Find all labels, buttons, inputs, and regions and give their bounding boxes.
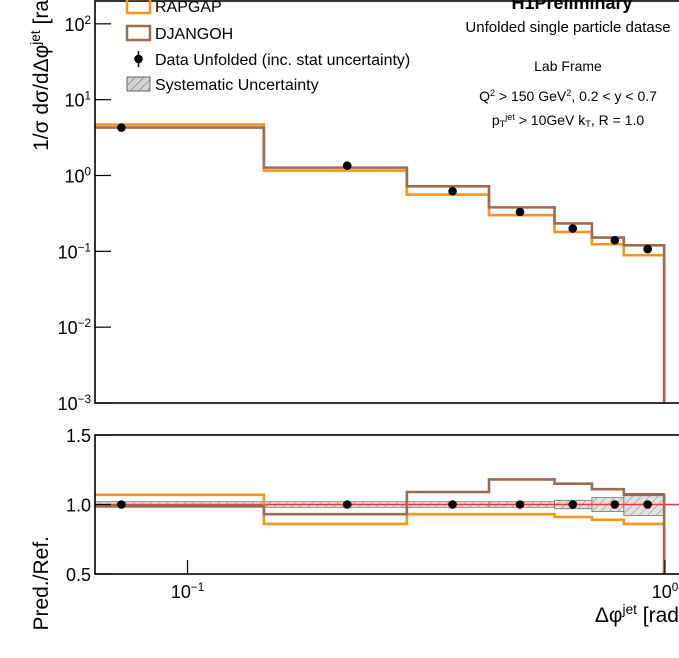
tick-label: 1.0 bbox=[66, 496, 91, 516]
y-axis-label-part: [ra bbox=[30, 0, 53, 30]
data-point bbox=[568, 500, 578, 509]
tick-label-exponent: −1 bbox=[191, 581, 204, 594]
tick-label-base: 10 bbox=[58, 318, 78, 338]
annotation-part: T bbox=[585, 119, 591, 129]
panel bbox=[94, 434, 679, 575]
x-axis-label: Δφjet [rad bbox=[595, 602, 679, 627]
step-line bbox=[95, 493, 666, 574]
tick-label-base: 10 bbox=[58, 394, 78, 414]
annotation: Lab Frame bbox=[534, 58, 602, 74]
data-point bbox=[610, 235, 620, 245]
annotation: pTjet > 10GeV kT, R = 1.0 bbox=[492, 112, 644, 129]
tick-label: 10−1 bbox=[171, 581, 204, 602]
data-point bbox=[117, 123, 126, 132]
y-axis-label-part: Pred./Ref. bbox=[30, 536, 53, 631]
annotation-part: Q bbox=[479, 88, 490, 104]
tick-label-base: 1.0 bbox=[66, 496, 91, 516]
plot-frame bbox=[94, 0, 679, 404]
tick-label-base: 10 bbox=[64, 91, 84, 111]
tick-label-exponent: −2 bbox=[78, 317, 91, 330]
panel bbox=[94, 0, 679, 404]
tick-label: 101 bbox=[64, 89, 91, 110]
annotation: Unfolded single particle datase bbox=[465, 19, 670, 36]
annotation-part: T bbox=[500, 119, 506, 129]
data-point bbox=[568, 224, 578, 233]
annotation-part: > 10GeV k bbox=[515, 112, 586, 128]
tick-label-exponent: 0 bbox=[84, 165, 91, 178]
annotation-part: jet bbox=[504, 112, 515, 122]
x-axis-label-part: Δφ bbox=[595, 604, 623, 627]
legend-swatch bbox=[125, 24, 152, 42]
tick-label-exponent: 0 bbox=[672, 581, 679, 594]
y-axis-label: 1/σ dσ/dΔφjet [ra bbox=[28, 0, 53, 151]
annotation-part: Unfolded single particle datase bbox=[465, 19, 670, 36]
tick-label-base: 10 bbox=[64, 15, 84, 35]
x-axis-label-part: jet bbox=[622, 602, 638, 617]
tick-label-exponent: 2 bbox=[84, 14, 91, 27]
tick-label: 102 bbox=[64, 14, 91, 35]
step-line bbox=[95, 126, 666, 403]
data-point bbox=[610, 500, 620, 509]
tick-label: 10−2 bbox=[58, 317, 91, 338]
data-point bbox=[448, 500, 457, 509]
data-point bbox=[448, 186, 457, 196]
y-axis-label-part: jet bbox=[28, 30, 43, 46]
legend-label: RAPGAP bbox=[155, 0, 222, 16]
annotation-part: , R = 1.0 bbox=[591, 112, 645, 128]
legend-swatch bbox=[134, 54, 143, 64]
tick-label-base: 1.5 bbox=[66, 426, 91, 446]
step-line bbox=[95, 123, 666, 403]
tick-label: 0.5 bbox=[66, 565, 91, 585]
tick-label: 100 bbox=[652, 581, 679, 602]
tick-label-exponent: 1 bbox=[84, 89, 91, 102]
tick-label-base: 10 bbox=[652, 582, 672, 602]
chart-title: H1Preliminary bbox=[511, 0, 632, 13]
tick-label: 10−1 bbox=[58, 241, 91, 262]
tick-label-base: 0.5 bbox=[66, 565, 91, 585]
tick-label-exponent: −1 bbox=[78, 241, 91, 254]
data-point bbox=[643, 244, 652, 254]
tick-label: 1.5 bbox=[66, 426, 91, 446]
data-point bbox=[342, 161, 352, 170]
annotation-part: 2 bbox=[566, 88, 571, 98]
data-point bbox=[643, 500, 652, 509]
annotation: Q2 > 150 GeV2, 0.2 < y < 0.7 bbox=[479, 88, 657, 104]
annotation-part: , 0.2 < y < 0.7 bbox=[571, 88, 657, 104]
data-point bbox=[515, 207, 525, 217]
annotation-part: > 150 GeV bbox=[495, 88, 567, 104]
step-line bbox=[95, 478, 666, 574]
x-axis-label-part: [rad bbox=[637, 604, 679, 627]
legend-swatch bbox=[125, 0, 152, 15]
annotation-part: p bbox=[492, 112, 500, 128]
annotation-part: Lab Frame bbox=[534, 58, 602, 74]
annotation-part: 2 bbox=[490, 88, 495, 98]
tick-label-base: 10 bbox=[58, 242, 78, 262]
data-point bbox=[515, 500, 525, 509]
legend-swatch bbox=[127, 77, 150, 91]
legend-label: DJANGOH bbox=[155, 26, 233, 43]
data-point bbox=[117, 500, 126, 509]
y-axis-label: Pred./Ref. bbox=[30, 536, 53, 631]
legend-label: Data Unfolded (inc. stat uncertainty) bbox=[155, 52, 410, 69]
tick-label-base: 10 bbox=[171, 582, 191, 602]
legend-label: Systematic Uncertainty bbox=[155, 77, 319, 94]
tick-label: 10−3 bbox=[58, 393, 91, 414]
tick-label-base: 10 bbox=[64, 166, 84, 186]
tick-label-exponent: −3 bbox=[78, 393, 91, 406]
tick-label: 100 bbox=[64, 165, 91, 186]
data-point bbox=[342, 500, 352, 509]
y-axis-label-part: 1/σ dσ/dΔφ bbox=[30, 45, 53, 151]
